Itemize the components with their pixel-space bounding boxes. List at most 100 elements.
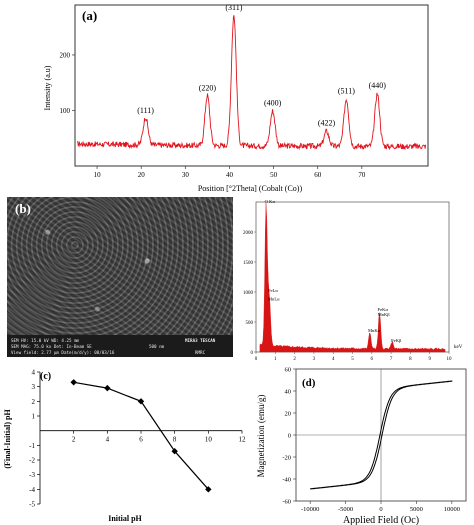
ph-y-tick-label: -2 bbox=[29, 457, 35, 465]
ph-y-tick-label: 1 bbox=[32, 413, 36, 421]
vsm-y-tick-label: -40 bbox=[282, 477, 291, 484]
ph-x-tick-label: 6 bbox=[139, 436, 143, 444]
edx-y-tick-label: 0 bbox=[251, 351, 254, 356]
edx-peak-label: FeKα bbox=[378, 307, 389, 312]
edx-axes: 0 1 2 3 4 5 6 7 8 9 10 0 500 1000 1500 2000 bbox=[243, 231, 452, 362]
sem-scale-label: 500 nm bbox=[149, 344, 165, 349]
xrd-x-tick-label: 30 bbox=[182, 171, 190, 179]
ph-x-tick-label: 4 bbox=[106, 436, 110, 444]
sem-image: (b) SEM HV: 15.0 kV WD: 4.25 mm SEM MAG:… bbox=[7, 197, 233, 357]
edx-peak-label: MnKα bbox=[368, 328, 381, 333]
edx-y-tick-label: 1000 bbox=[243, 291, 254, 296]
xrd-x-tick-label: 10 bbox=[94, 171, 102, 179]
vsm-x-axis-label: Applied Field (Oc) bbox=[343, 515, 419, 525]
vsm-x-tick-label: 5000 bbox=[410, 506, 423, 513]
edx-frame bbox=[255, 201, 450, 353]
xrd-peak-label: (400) bbox=[264, 99, 282, 108]
edx-x-tick-label: 0 bbox=[255, 357, 258, 362]
xrd-peak-label: (311) bbox=[225, 3, 242, 12]
ph-data-point bbox=[171, 448, 178, 455]
edx-x-tick-label: 9 bbox=[428, 357, 431, 362]
ph-y-tick-label: 3 bbox=[32, 383, 36, 391]
xrd-frame bbox=[74, 4, 429, 167]
xrd-peak-label: (422) bbox=[318, 119, 336, 128]
xrd-x-tick-label: 20 bbox=[138, 171, 146, 179]
edx-y-tick-label: 2000 bbox=[243, 231, 254, 236]
xrd-x-tick-label: 50 bbox=[270, 171, 278, 179]
xrd-peak-label: (511) bbox=[338, 86, 355, 95]
ph-data-point bbox=[104, 384, 111, 392]
xrd-chart: 10 20 30 40 50 60 70 100 200 (111) (220) (311) (400… bbox=[43, 3, 429, 193]
xrd-x-tick-label: 70 bbox=[358, 171, 366, 179]
xrd-peak-labels: (111) (220) (311) (400) (422) (511) (440) bbox=[137, 3, 386, 127]
xrd-panel-label: (a) bbox=[82, 8, 97, 23]
ph-y-tick-label: 2 bbox=[32, 398, 36, 406]
vsm-y-tick-label: 60 bbox=[285, 367, 292, 374]
edx-peak-label: FeKβ bbox=[391, 338, 402, 343]
edx-x-tick-label: 1 bbox=[274, 357, 277, 362]
ph-data-point bbox=[137, 398, 145, 405]
ph-points bbox=[70, 379, 212, 493]
xrd-y-tick-label: 200 bbox=[60, 51, 71, 59]
sem-brand: MIRA3 TESCAN bbox=[185, 338, 216, 343]
edx-x-tick-label: 3 bbox=[313, 357, 316, 362]
vsm-y-tick-label: -60 bbox=[282, 499, 291, 506]
ph-y-tick-label: 4 bbox=[32, 369, 36, 377]
ph-x-tick-label: 10 bbox=[205, 436, 213, 444]
xrd-axes: 10 20 30 40 50 60 70 100 200 bbox=[60, 51, 366, 179]
ph-y-tick-label: -1 bbox=[29, 442, 35, 450]
ph-data-point bbox=[70, 379, 77, 386]
xrd-x-axis-label: Position [°2Theta] (Cobalt (Co)) bbox=[198, 184, 303, 193]
xrd-y-axis-label: Intensity (a.u) bbox=[43, 65, 52, 110]
edx-x-tick-label: 6 bbox=[371, 357, 374, 362]
ph-x-tick-label: 8 bbox=[173, 436, 177, 444]
sem-info-bar: SEM HV: 15.0 kV WD: 4.25 mm SEM MAG: 75.… bbox=[7, 335, 233, 357]
sem-info-line3: View field: 2.77 µm Date(m/d/y): 08/03/1… bbox=[11, 350, 115, 355]
vsm-y-axis-label: Magnetization (emu/g) bbox=[256, 395, 266, 478]
edx-x-tick-label: 2 bbox=[293, 357, 296, 362]
vsm-y-tick-label: 0 bbox=[288, 433, 291, 440]
edx-peak-label: MnLα bbox=[268, 296, 280, 301]
xrd-x-tick-label: 40 bbox=[226, 171, 234, 179]
edx-chart: 0 1 2 3 4 5 6 7 8 9 10 0 500 1000 1500 2000 O Kα FeLα MnL… bbox=[243, 199, 463, 362]
vsm-panel-label: (d) bbox=[302, 377, 316, 389]
edx-x-unit: keV bbox=[454, 345, 463, 350]
vsm-x-tick-label: -5000 bbox=[338, 506, 353, 513]
edx-y-tick-label: 500 bbox=[246, 321, 254, 326]
vsm-axes: -10000 -5000 0 5000 10000 -60 -40 -20 0 20 40 60 bbox=[282, 367, 466, 513]
vsm-chart: -10000 -5000 0 5000 10000 -60 -40 -20 0 20 40 60 (d… bbox=[256, 367, 467, 525]
ph-y-tick-label: -3 bbox=[29, 471, 35, 479]
edx-spectrum bbox=[259, 203, 446, 353]
vsm-hysteresis-loop bbox=[310, 380, 453, 490]
edx-x-tick-label: 5 bbox=[351, 357, 354, 362]
edx-x-tick-label: 8 bbox=[409, 357, 412, 362]
sem-brand2: RMRC bbox=[195, 350, 206, 355]
vsm-y-tick-label: -20 bbox=[282, 455, 291, 462]
ph-y-axis-label: (Final-Initial) pH bbox=[3, 409, 12, 469]
ph-panel-label: (c) bbox=[40, 371, 51, 382]
edx-x-tick-label: 7 bbox=[390, 357, 393, 362]
vsm-x-tick-label: -10000 bbox=[301, 506, 319, 513]
ph-y-tick-label: -4 bbox=[29, 486, 35, 494]
xrd-peak-label: (440) bbox=[369, 81, 387, 90]
xrd-peak-label: (111) bbox=[137, 106, 154, 115]
vsm-x-tick-label: 10000 bbox=[444, 506, 460, 513]
edx-peak-label: MnKβ bbox=[378, 312, 391, 317]
edx-x-tick-label: 10 bbox=[447, 357, 453, 362]
edx-y-tick-label: 1500 bbox=[243, 261, 254, 266]
edx-x-tick-label: 4 bbox=[332, 357, 335, 362]
xrd-series-line bbox=[77, 15, 427, 151]
ph-x-axis-label: Initial pH bbox=[108, 514, 142, 523]
edx-peak-label: O Kα bbox=[265, 199, 276, 204]
ph-data-point bbox=[205, 486, 212, 493]
xrd-x-tick-label: 60 bbox=[314, 171, 322, 179]
xrd-y-tick-label: 100 bbox=[60, 107, 71, 115]
ph-x-tick-label: 12 bbox=[239, 436, 247, 444]
ph-x-tick-label: 2 bbox=[72, 436, 76, 444]
vsm-y-tick-label: 20 bbox=[285, 411, 292, 418]
sem-info-line1: SEM HV: 15.0 kV WD: 4.25 mm bbox=[11, 338, 80, 343]
sem-panel-label: (b) bbox=[15, 201, 31, 216]
xrd-peak-label: (220) bbox=[199, 84, 217, 93]
